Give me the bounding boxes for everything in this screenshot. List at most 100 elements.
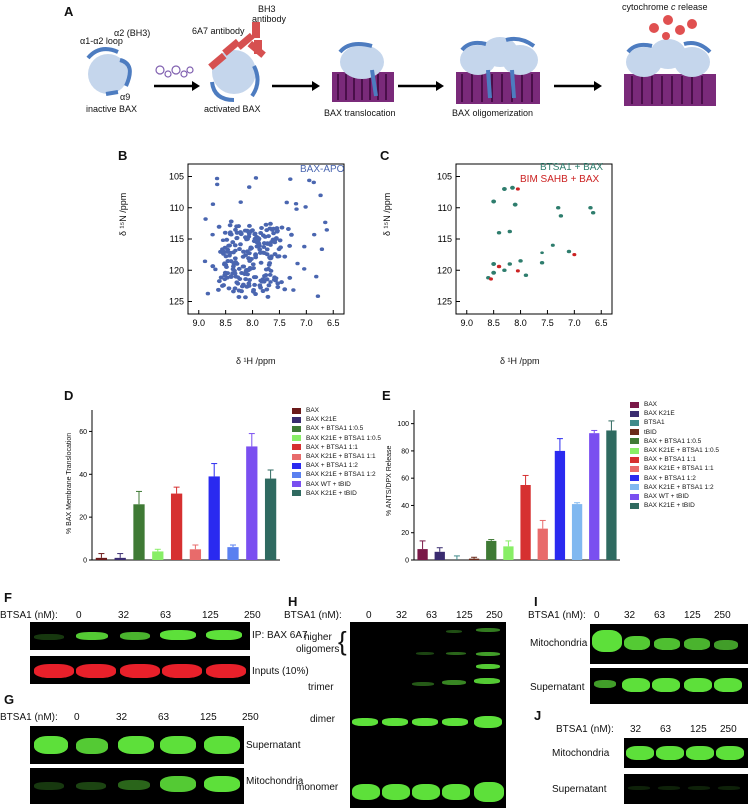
nmr-peak <box>203 217 208 221</box>
legend-swatch <box>630 484 639 491</box>
nmr-peak <box>269 227 275 232</box>
nmr-peak <box>324 228 330 232</box>
legend-btsa1-bax: BTSA1 + BAX <box>540 162 604 173</box>
nmr-peak <box>264 287 270 292</box>
label-bh3-antibody-2: antibody <box>252 14 287 24</box>
blot-band <box>622 678 650 692</box>
conc-value: 125 <box>200 712 217 723</box>
nmr-spectrum-bax-apo: 105 110 115 120 125 9.0 8.5 8.0 7.5 7.0 6.5 <box>169 163 345 328</box>
nmr-peak <box>276 254 282 259</box>
legend-label: BAX <box>644 401 658 408</box>
legend-e: BAX BAX K21E BTSA1 tBID BAX + BTSA1 1:0.5 BAX… <box>630 400 719 510</box>
panel-a-schematic <box>86 15 716 106</box>
activated-bax-glyph <box>208 22 266 102</box>
conc-value: 32 <box>118 610 130 621</box>
nmr-peak <box>227 232 233 237</box>
conc-value: 125 <box>456 610 473 621</box>
nmr-peak <box>258 285 263 290</box>
blot-j-mitochondria <box>624 738 748 768</box>
nmr-peak <box>239 289 244 294</box>
legend-swatch <box>292 453 301 460</box>
bar <box>189 549 202 560</box>
nmr-peak <box>252 282 257 287</box>
label-j-mitochondria: Mitochondria <box>552 748 610 759</box>
blot-band <box>658 786 680 790</box>
blot-band <box>204 736 240 754</box>
blot-band <box>476 664 500 669</box>
blot-band <box>446 630 462 633</box>
nmr-peak <box>314 274 319 279</box>
conc-value: 63 <box>654 610 666 621</box>
blot-h-oligomers <box>350 622 506 808</box>
nmr-peak <box>502 268 507 273</box>
nmr-peak <box>262 250 267 255</box>
legend-entry: BAX K21E <box>630 409 719 418</box>
nmr-peak <box>302 244 307 249</box>
blot-band <box>120 632 150 640</box>
nmr-peak <box>233 248 238 253</box>
legend-entry: BAX K21E + BTSA1 1:2 <box>292 470 381 479</box>
conc-value: 63 <box>158 712 170 723</box>
legend-entry: BAX + BTSA1 1:2 <box>292 461 381 470</box>
panel-letter-c: C <box>380 148 390 163</box>
nmr-peak <box>236 294 242 299</box>
nmr-peak <box>216 287 221 292</box>
nmr-peak <box>288 177 293 181</box>
nmr-peak <box>311 180 316 185</box>
legend-entry: BAX + BTSA1 1:1 <box>630 455 719 464</box>
nmr-peak <box>227 223 233 228</box>
y-tick-label: 120 <box>169 265 184 275</box>
nmr-peak <box>491 262 497 266</box>
nmr-peak <box>275 228 280 233</box>
blot-band <box>684 638 710 650</box>
blot-band <box>206 664 246 678</box>
nmr-peak <box>512 202 518 207</box>
conc-value: 32 <box>116 712 128 723</box>
conc-value: 63 <box>160 610 172 621</box>
legend-entry: BAX K21E + tBID <box>630 501 719 510</box>
label-6a7-antibody: 6A7 antibody <box>192 26 245 36</box>
blot-band <box>204 776 240 792</box>
nmr-peak <box>231 289 236 294</box>
nmr-peak <box>218 275 224 280</box>
conc-label-h: BTSA1 (nM): <box>284 610 342 621</box>
blot-band <box>592 630 622 652</box>
nmr-peak <box>245 284 250 289</box>
legend-swatch <box>630 420 639 426</box>
blot-band <box>206 630 242 640</box>
blot-band <box>714 678 742 692</box>
nmr-peak <box>287 243 293 248</box>
label-a2-bh3: α2 (BH3) <box>114 28 151 38</box>
nmr-peak <box>263 222 269 227</box>
legend-bax-apo: BAX-APO <box>300 164 345 175</box>
bar <box>486 540 497 560</box>
blot-inputs <box>30 656 250 684</box>
brace-icon: { <box>338 626 347 656</box>
legend-swatch <box>630 466 639 473</box>
panel-letter-a: A <box>64 4 74 19</box>
legend-entry: BAX K21E + BTSA1 1:0.5 <box>292 434 381 443</box>
x-tick-label: 7.0 <box>300 318 313 328</box>
nmr-peak <box>491 270 497 275</box>
nmr-peak <box>243 269 249 274</box>
legend-swatch <box>292 472 301 479</box>
nmr-peak <box>216 224 222 229</box>
legend-entry: tBID <box>630 428 719 437</box>
nmr-peak <box>243 295 248 300</box>
nmr-peak <box>284 200 289 205</box>
blot-band <box>162 664 202 678</box>
blot-band <box>628 786 650 790</box>
x-tick-label: 6.5 <box>595 318 608 328</box>
legend-label: BAX + BTSA1 1:2 <box>306 462 358 470</box>
x-tick-label: 8.0 <box>246 318 259 328</box>
legend-label: BAX + BTSA1 1:0.5 <box>644 437 702 445</box>
nmr-peak <box>315 294 321 299</box>
conc-value: 125 <box>202 610 219 621</box>
nmr-peak <box>232 243 238 248</box>
legend-label: BAX K21E + BTSA1 1:2 <box>644 483 714 491</box>
panel-letter-j: J <box>534 708 542 723</box>
x-tick-label: 7.5 <box>273 318 286 328</box>
nmr-peak <box>250 262 256 267</box>
nmr-peak <box>220 283 225 288</box>
blot-i-mitochondria <box>590 624 748 664</box>
